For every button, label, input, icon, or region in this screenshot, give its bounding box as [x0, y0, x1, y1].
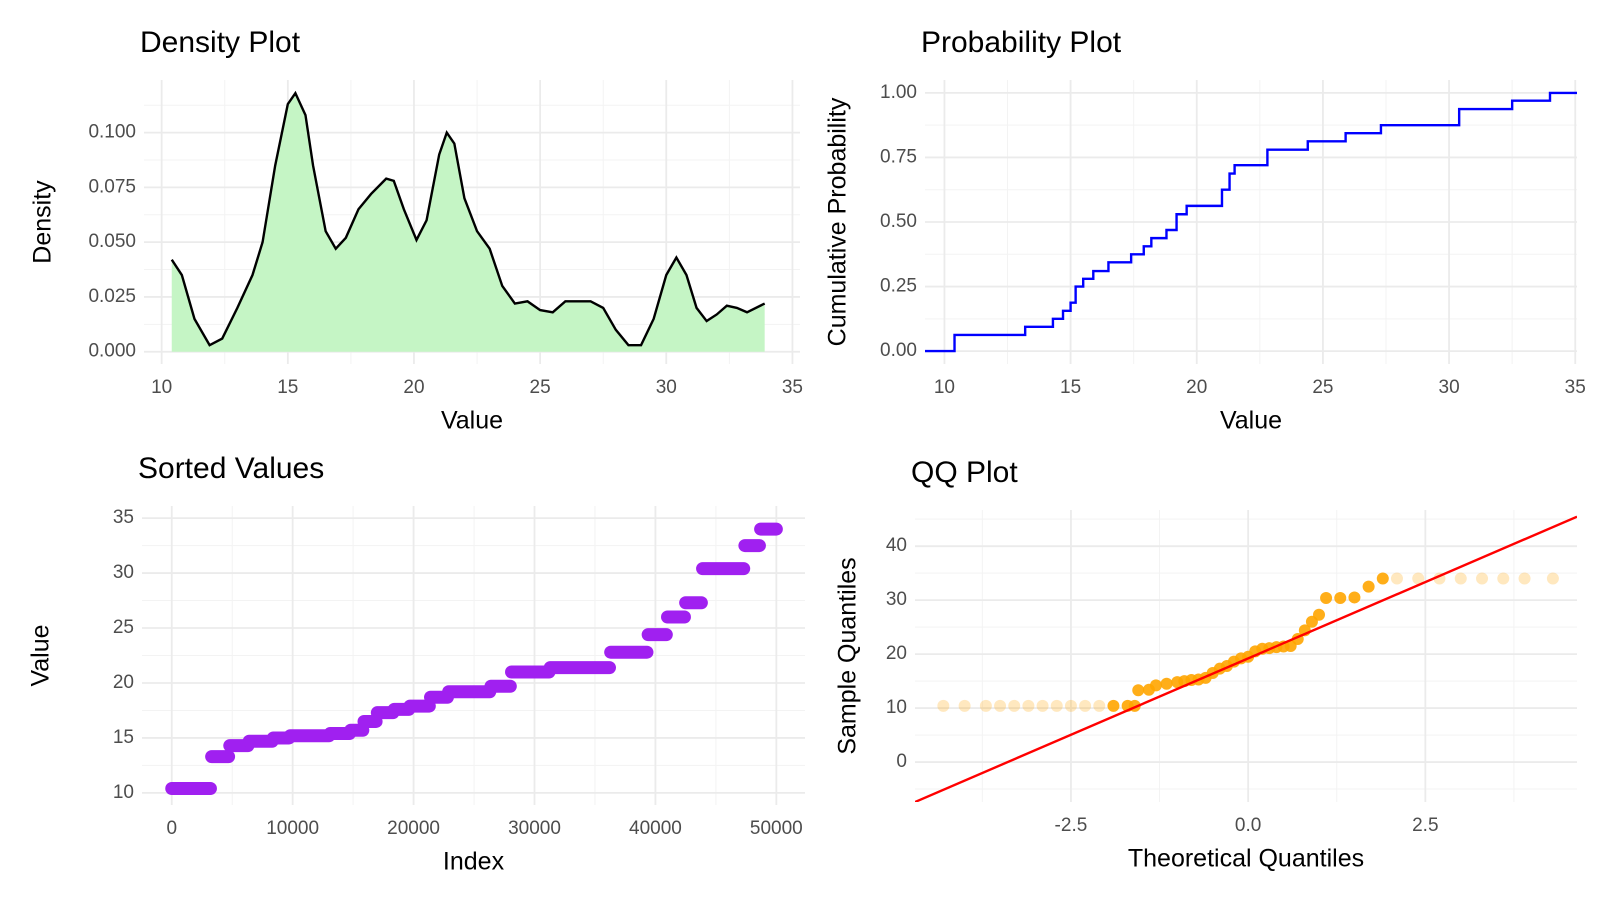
qq-point: [1320, 591, 1333, 604]
qq-point: [1132, 684, 1145, 697]
y-axis-label: Sample Quantiles: [834, 557, 862, 754]
x-tick-label: -2.5: [1055, 815, 1088, 836]
x-tick-label: 35: [782, 377, 803, 398]
panel: -2.5 0.0 2.5 0 10 20 30 40 QQ Plot Theoretical Qu…: [834, 456, 1577, 873]
qq-point: [1390, 572, 1403, 585]
x-tick-label: 0.0: [1235, 815, 1261, 836]
y-tick-label: 30: [113, 562, 134, 583]
x-tick-label: 15: [277, 377, 298, 398]
qq-point: [937, 699, 950, 712]
x-tick-label: 20: [403, 377, 424, 398]
x-tick-label: 20000: [387, 818, 440, 839]
qq-point: [1008, 699, 1021, 712]
y-tick-label: 0.25: [880, 276, 917, 297]
y-tick-label: 0: [896, 751, 907, 772]
y-axis-label: Cumulative Probability: [824, 97, 852, 346]
x-axis-label: Value: [441, 407, 503, 435]
panel-title: Probability Plot: [921, 26, 1122, 59]
qq-point: [1454, 572, 1467, 585]
x-axis-label: Index: [443, 848, 505, 876]
qq-point: [1362, 580, 1375, 593]
y-tick-label: 15: [113, 727, 134, 748]
x-axis-label: Value: [1220, 407, 1282, 435]
x-tick-label: 25: [530, 377, 551, 398]
reference-line: [915, 515, 1577, 802]
y-tick-label: 0.75: [880, 146, 917, 167]
y-tick-label: 0.00: [880, 340, 917, 361]
x-tick-label: 2.5: [1412, 815, 1438, 836]
y-tick-label: 0.000: [88, 341, 136, 362]
qq-point: [979, 699, 992, 712]
qq-point: [1079, 699, 1092, 712]
panel-title: Sorted Values: [138, 452, 324, 485]
qq-point: [1376, 572, 1389, 585]
ecdf-line: [925, 91, 1577, 353]
x-tick-label: 10: [934, 377, 955, 398]
qq-point: [1313, 608, 1326, 621]
panel-title: QQ Plot: [911, 456, 1018, 489]
x-tick-label: 35: [1565, 377, 1586, 398]
density-line: [170, 90, 766, 347]
qq-point: [1334, 591, 1347, 604]
qq-point: [1050, 699, 1063, 712]
density-area: [171, 93, 765, 352]
x-tick-label: 40000: [629, 818, 682, 839]
x-tick-label: 0: [166, 818, 177, 839]
panel-title: Density Plot: [140, 26, 301, 59]
qq-point: [1160, 677, 1173, 690]
qq-point: [1036, 699, 1049, 712]
y-tick-label: 20: [886, 643, 907, 664]
y-tick-label: 20: [113, 672, 134, 693]
qq-point: [1476, 572, 1489, 585]
x-tick-label: 50000: [750, 818, 803, 839]
x-tick-label: 15: [1060, 377, 1081, 398]
panel: 10 15 20 25 30 35 0.00 0.25 0.50 0.75 1.00 Probabil…: [824, 26, 1586, 435]
qq-point: [994, 699, 1007, 712]
qq-point: [1497, 572, 1510, 585]
y-tick-label: 35: [113, 507, 134, 528]
y-tick-label: 10: [113, 782, 134, 803]
panel: 0 10000 20000 30000 40000 50000 10 15 20 25 30 35 So…: [27, 452, 805, 876]
y-axis-label: Value: [27, 624, 55, 686]
qq-point: [1348, 591, 1361, 604]
qq-point: [1546, 572, 1559, 585]
y-tick-label: 0.100: [88, 122, 136, 143]
qq-point: [1022, 699, 1035, 712]
y-tick-label: 0.075: [88, 176, 136, 197]
y-tick-label: 1.00: [880, 82, 917, 103]
x-tick-label: 30: [1439, 377, 1460, 398]
x-tick-label: 10: [151, 377, 172, 398]
x-tick-label: 30000: [508, 818, 561, 839]
x-tick-label: 20: [1186, 377, 1207, 398]
x-tick-label: 25: [1312, 377, 1333, 398]
y-tick-label: 40: [886, 535, 907, 556]
qq-point: [1107, 699, 1120, 712]
x-tick-label: 10000: [266, 818, 319, 839]
y-tick-label: 25: [113, 617, 134, 638]
qq-point: [1412, 572, 1425, 585]
y-axis-label: Density: [29, 180, 57, 264]
qq-point: [958, 699, 971, 712]
y-tick-label: 0.050: [88, 231, 136, 252]
qq-point: [1093, 699, 1106, 712]
x-tick-label: 30: [656, 377, 677, 398]
y-tick-label: 10: [886, 697, 907, 718]
qq-point: [1149, 679, 1162, 692]
y-tick-label: 0.025: [88, 286, 136, 307]
y-tick-label: 0.50: [880, 211, 917, 232]
x-axis-label: Theoretical Quantiles: [1128, 845, 1364, 873]
qq-point: [1518, 572, 1531, 585]
y-tick-label: 30: [886, 589, 907, 610]
qq-point: [1064, 699, 1077, 712]
panel: 10 15 20 25 30 35 0.000 0.025 0.050 0.075 0.100 Den…: [29, 26, 803, 435]
